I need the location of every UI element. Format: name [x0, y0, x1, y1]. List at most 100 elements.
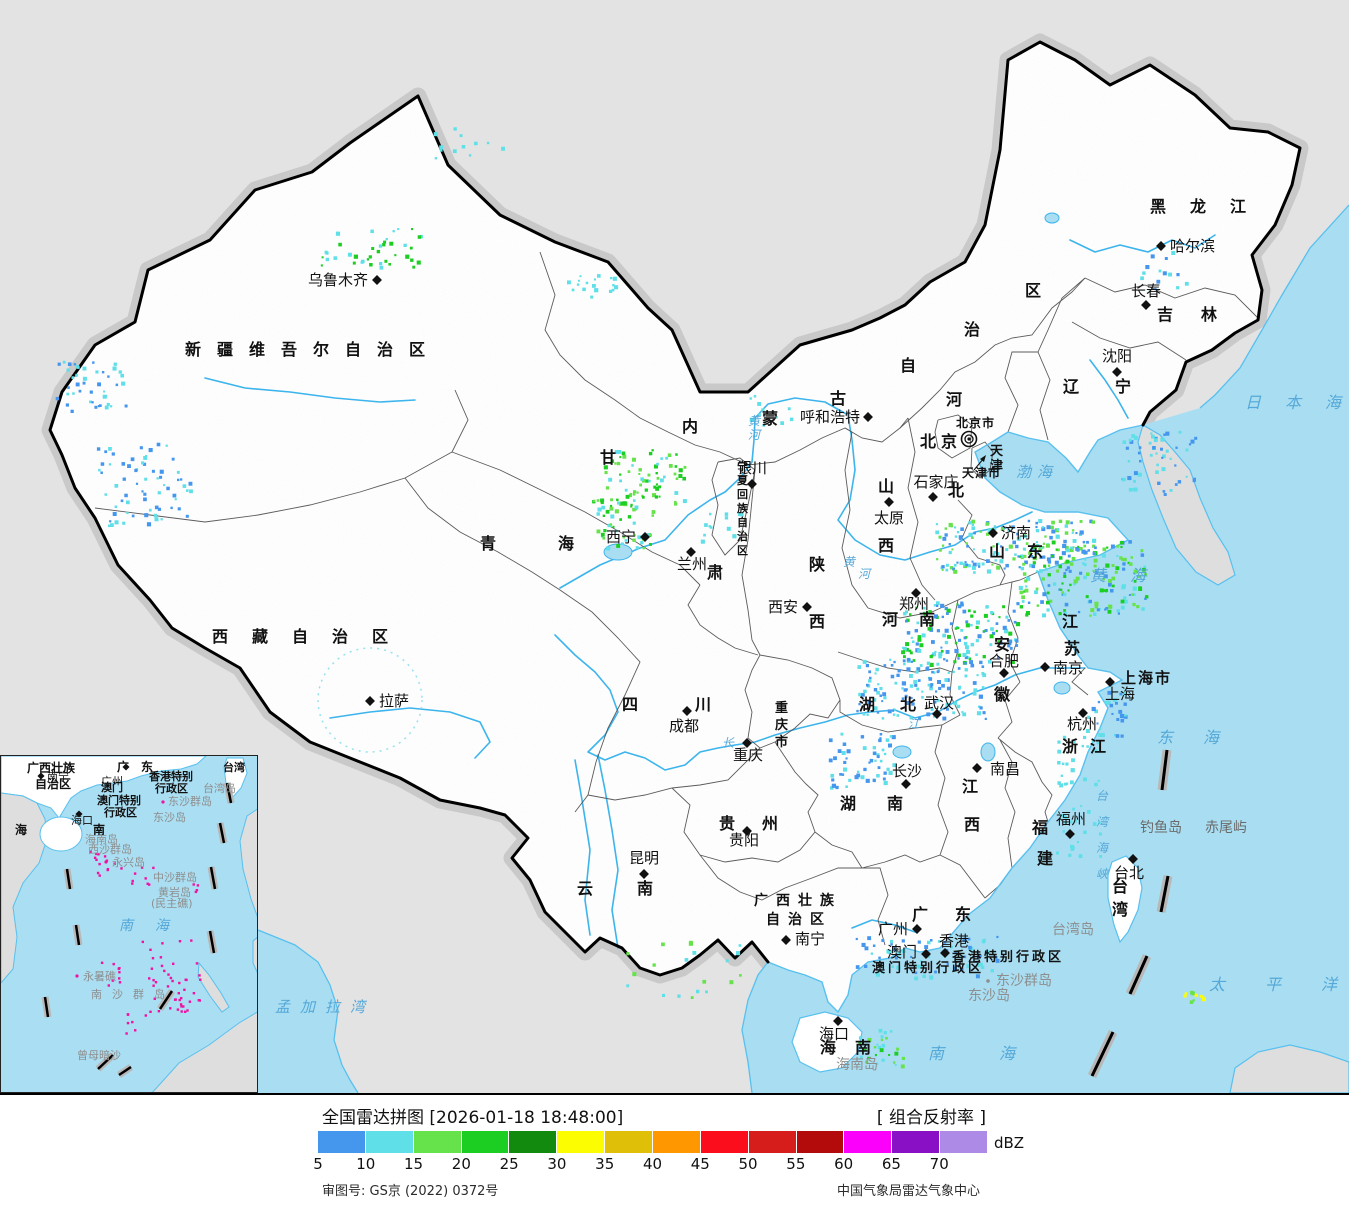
echo-point: [997, 640, 1001, 644]
echo-point: [124, 493, 128, 498]
echo-point: [1063, 821, 1066, 824]
echo-point: [1081, 549, 1086, 554]
echo-point: [1046, 608, 1050, 612]
echo-point: [888, 743, 892, 748]
echo-point: [997, 975, 1001, 978]
river-label: 江: [908, 717, 922, 731]
echo-point: [927, 627, 931, 631]
echo-point: [1016, 536, 1021, 541]
echo-point: [1035, 541, 1038, 544]
echo-point: [945, 707, 949, 711]
echo-point: [642, 546, 645, 550]
echo-point: [916, 667, 921, 671]
echo-point: [937, 680, 941, 684]
legend-color-cell: [700, 1131, 748, 1153]
echo-point: [645, 479, 649, 483]
echo-point: [1027, 601, 1031, 604]
echo-point: [917, 637, 922, 642]
inset-reef-dot: [133, 872, 137, 875]
echo-point: [961, 711, 964, 714]
echo-point: [889, 658, 892, 661]
echo-point: [862, 746, 867, 750]
echo-point: [879, 737, 882, 740]
inset-reef-dot: [98, 874, 101, 877]
echo-point: [335, 231, 341, 236]
echo-point: [1032, 545, 1036, 549]
echo-point: [405, 254, 410, 259]
echo-point: [1068, 853, 1072, 857]
legend-color-cell: [653, 1131, 700, 1153]
city-label: 长沙: [892, 762, 922, 780]
echo-point: [1022, 572, 1027, 576]
echo-point: [1130, 556, 1133, 559]
echo-point: [944, 628, 949, 633]
echo-point: [896, 952, 901, 956]
echo-point: [890, 664, 894, 667]
echo-point: [324, 250, 328, 254]
hainan-island: [791, 1011, 863, 1073]
inset-vietnam: [1, 792, 48, 984]
echo-point: [633, 499, 636, 502]
lhasa-radar-range-ring: [317, 647, 423, 753]
echo-point: [967, 937, 971, 941]
echo-point: [938, 548, 942, 552]
inset-reef-dot: [152, 984, 155, 987]
echo-point: [1069, 583, 1072, 587]
echo-point: [909, 716, 913, 720]
echo-point: [1080, 805, 1083, 808]
echo-point: [120, 499, 124, 503]
echo-point: [941, 615, 944, 619]
echo-point: [614, 450, 619, 454]
echo-point: [1021, 600, 1025, 603]
echo-point: [1140, 549, 1144, 552]
echo-point: [1189, 1000, 1194, 1004]
echo-point: [371, 247, 375, 250]
inset-reef-dot: [98, 862, 101, 866]
echo-point: [865, 1060, 869, 1064]
echo-point: [1057, 781, 1061, 785]
echo-point: [653, 485, 657, 489]
echo-point: [1055, 548, 1058, 551]
echo-point: [1018, 585, 1023, 590]
radar-echo-layer: [55, 127, 1206, 1069]
echo-point: [949, 566, 954, 570]
echo-point: [976, 711, 981, 716]
inset-hainan: [39, 816, 83, 852]
capital-marker-core: [967, 437, 971, 441]
echo-point: [940, 649, 944, 653]
echo-point: [968, 657, 972, 661]
echo-point: [938, 654, 942, 659]
island-label: 东沙群岛: [996, 973, 1052, 989]
echo-point: [1064, 602, 1069, 607]
echo-point: [1117, 612, 1120, 615]
legend-color-cell: [318, 1131, 365, 1153]
product-label: [ 组合反射率 ]: [876, 1108, 986, 1128]
echo-point: [1027, 519, 1031, 523]
legend-tick: 5: [313, 1155, 323, 1173]
echo-point: [96, 447, 101, 451]
echo-point: [1073, 819, 1077, 823]
legend-tick: 10: [356, 1155, 376, 1173]
echo-point: [1012, 557, 1016, 561]
echo-point: [1070, 768, 1075, 773]
echo-point: [1024, 560, 1028, 565]
echo-point: [933, 715, 936, 718]
echo-point: [649, 533, 652, 537]
echo-point: [379, 265, 384, 270]
echo-point: [383, 240, 387, 244]
echo-point: [1049, 535, 1053, 540]
inset-island-label: 南沙群岛: [91, 987, 175, 1001]
province-label: 澳门特别行政区: [872, 960, 984, 976]
echo-point: [1049, 599, 1053, 603]
echo-point: [157, 507, 161, 511]
echo-point: [154, 505, 159, 510]
echo-point: [1085, 595, 1089, 599]
province-label: 蒙: [762, 409, 778, 428]
echo-point: [1041, 577, 1045, 581]
city-label: 南宁: [795, 930, 825, 948]
echo-point: [841, 773, 845, 776]
echo-point: [674, 465, 678, 468]
echo-point: [981, 562, 985, 566]
echo-point: [1087, 549, 1090, 552]
echo-point: [973, 531, 976, 535]
